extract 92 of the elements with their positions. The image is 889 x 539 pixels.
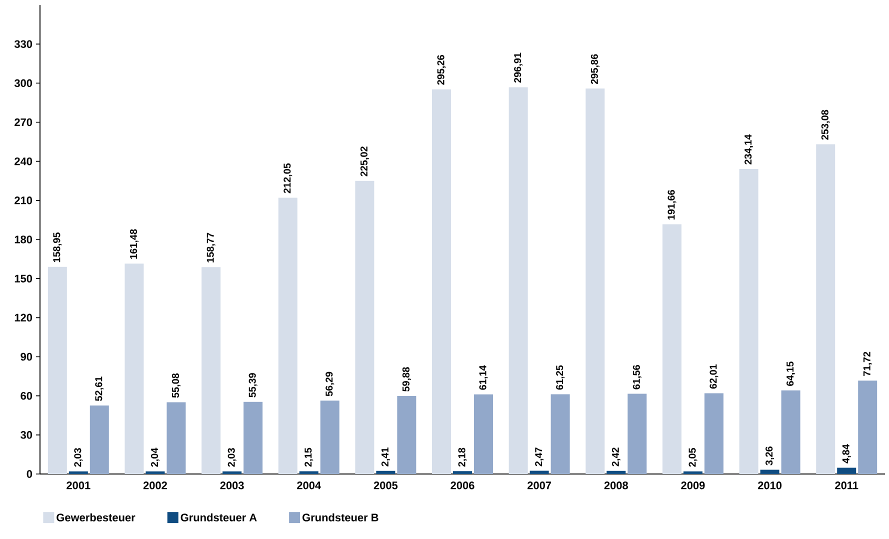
bar — [816, 144, 836, 474]
data-label: 2,42 — [612, 448, 620, 466]
bar — [146, 471, 165, 474]
data-label: 296,91 — [514, 52, 523, 83]
data-label: 56,29 — [326, 372, 334, 396]
bar — [683, 471, 702, 474]
data-label: 158,77 — [206, 232, 216, 262]
data-label: 64,15 — [786, 362, 796, 386]
x-tick-label: 2008 — [604, 482, 628, 490]
data-label: 2,15 — [304, 448, 314, 467]
bar — [166, 402, 186, 474]
data-label: 191,66 — [668, 190, 676, 220]
data-label: 71,72 — [863, 352, 872, 376]
bar — [760, 470, 780, 474]
data-label: 2,03 — [74, 448, 83, 467]
bar — [222, 471, 242, 474]
bar — [858, 380, 878, 474]
data-label: 55,39 — [248, 373, 258, 398]
bar — [662, 224, 682, 474]
x-tick-label: 2002 — [143, 482, 167, 490]
data-label: 62,01 — [710, 364, 718, 389]
bar — [508, 87, 528, 474]
data-label: 295,26 — [437, 55, 446, 85]
data-label: 2,47 — [535, 448, 544, 466]
y-tick-label: 60 — [20, 392, 32, 400]
x-tick-label: 2003 — [220, 482, 244, 490]
x-tick-label: 2005 — [374, 482, 398, 490]
bar — [474, 394, 493, 474]
data-label: 61,14 — [479, 365, 488, 390]
x-tick-label: 2010 — [758, 482, 782, 490]
bar — [453, 471, 472, 474]
y-tick-label: 30 — [20, 431, 32, 439]
data-label: 2,05 — [688, 448, 698, 467]
bar — [837, 468, 856, 474]
data-label: 61,56 — [632, 365, 642, 390]
bar — [48, 266, 67, 474]
data-label: 158,95 — [53, 232, 62, 262]
bar — [586, 88, 605, 474]
bar — [299, 471, 318, 474]
y-tick-label: 270 — [14, 118, 32, 126]
x-tick-label: 2011 — [835, 482, 858, 490]
y-tick-label: 300 — [14, 79, 32, 88]
data-label: 52,61 — [95, 376, 104, 401]
bar — [376, 470, 396, 474]
y-tick-label: 150 — [14, 274, 32, 282]
x-tick-label: 2007 — [528, 482, 552, 490]
data-label: 2,18 — [458, 448, 467, 467]
data-label: 3,26 — [766, 446, 774, 466]
y-tick-label: 180 — [14, 236, 32, 244]
legend-label: Grundsteuer B — [302, 513, 378, 522]
y-tick-label: 0 — [26, 470, 32, 478]
x-tick-label: 2006 — [450, 482, 474, 490]
y-tick-label: 90 — [20, 352, 32, 361]
bar — [432, 89, 452, 474]
bar — [704, 393, 724, 474]
data-label: 253,08 — [821, 110, 830, 140]
data-label: 4,84 — [842, 444, 851, 464]
x-tick-label: 2009 — [681, 482, 705, 490]
data-label: 234,14 — [744, 134, 754, 164]
bar — [781, 390, 800, 474]
y-tick-label: 210 — [14, 196, 32, 204]
bar — [397, 396, 416, 474]
x-tick-label: 2001 — [66, 482, 90, 490]
data-label: 295,86 — [590, 54, 600, 84]
data-label: 2,04 — [150, 448, 160, 467]
bar — [530, 470, 549, 474]
bar — [320, 400, 340, 474]
bar — [278, 198, 298, 474]
bar — [606, 470, 626, 474]
data-label: 55,08 — [172, 373, 180, 398]
data-label: 212,05 — [284, 163, 292, 194]
bar — [244, 402, 263, 474]
y-tick-label: 120 — [14, 314, 32, 322]
y-tick-label: 240 — [14, 157, 32, 166]
bar — [739, 168, 758, 474]
data-label: 161,48 — [130, 229, 138, 259]
data-label: 2,03 — [228, 448, 236, 467]
data-label: 225,02 — [360, 146, 369, 176]
data-label: 59,88 — [402, 367, 411, 392]
legend-label: Grundsteuer A — [180, 513, 257, 522]
bar — [90, 405, 109, 474]
bar — [355, 180, 374, 474]
bar — [124, 264, 144, 474]
y-tick-label: 330 — [14, 40, 32, 48]
legend-label: Gewerbesteuer — [56, 513, 136, 522]
x-tick-label: 2004 — [297, 482, 321, 490]
bar — [68, 471, 88, 474]
bar — [550, 394, 570, 474]
bar — [628, 394, 647, 474]
data-label: 61,25 — [556, 365, 565, 390]
data-label: 2,41 — [381, 448, 390, 466]
bar — [202, 267, 221, 474]
